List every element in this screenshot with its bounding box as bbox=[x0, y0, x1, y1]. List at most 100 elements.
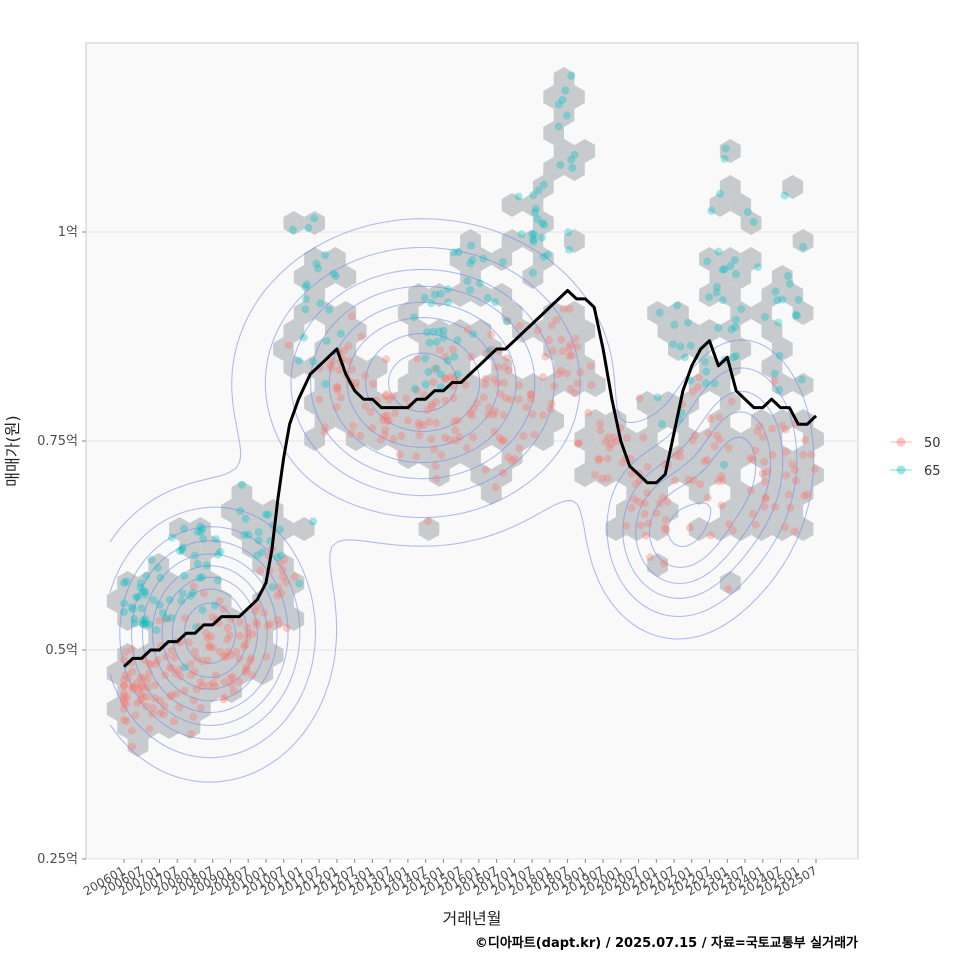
point-series-50 bbox=[204, 681, 213, 690]
point-series-65 bbox=[149, 596, 158, 605]
density-contours bbox=[109, 218, 815, 783]
point-series-50 bbox=[339, 346, 348, 355]
point-series-50 bbox=[760, 502, 769, 511]
hexbin-cell bbox=[408, 319, 429, 343]
hexbin-cell bbox=[564, 337, 585, 361]
point-series-65 bbox=[316, 299, 325, 308]
point-series-50 bbox=[190, 647, 199, 656]
point-series-65 bbox=[273, 553, 282, 562]
point-series-50 bbox=[576, 368, 584, 377]
point-series-50 bbox=[349, 422, 358, 431]
y-tick-label: 1억 bbox=[58, 225, 78, 240]
point-series-65 bbox=[210, 601, 219, 610]
point-series-50 bbox=[414, 419, 423, 428]
point-series-65 bbox=[240, 530, 249, 539]
hexbin-cell bbox=[522, 373, 544, 397]
point-series-50 bbox=[771, 502, 779, 511]
legend-label-65: 65 bbox=[924, 464, 941, 479]
point-series-65 bbox=[236, 507, 245, 515]
hexbin-cell bbox=[231, 481, 253, 505]
point-series-50 bbox=[558, 347, 567, 356]
point-series-50 bbox=[120, 716, 128, 724]
hexbin-cell bbox=[574, 463, 596, 487]
point-series-50 bbox=[487, 330, 496, 339]
hexbin-cell bbox=[283, 211, 305, 235]
hexbin-cell bbox=[792, 481, 814, 505]
point-series-50 bbox=[391, 409, 400, 418]
hexbin-cell bbox=[210, 661, 232, 685]
hexbin-cell bbox=[657, 391, 679, 415]
hexbin-cell bbox=[325, 247, 346, 271]
point-series-50 bbox=[382, 355, 391, 364]
point-series-50 bbox=[691, 431, 699, 440]
point-series-50 bbox=[751, 520, 760, 529]
hexbin-cell bbox=[241, 535, 263, 559]
point-series-65 bbox=[264, 510, 273, 519]
point-series-50 bbox=[573, 342, 582, 351]
hexbin-cell bbox=[730, 301, 752, 325]
point-series-65 bbox=[254, 536, 263, 545]
point-series-50 bbox=[120, 692, 128, 701]
point-series-50 bbox=[761, 494, 770, 503]
hexbin-cell bbox=[626, 445, 648, 469]
hexbin-cell bbox=[262, 643, 284, 667]
point-series-50 bbox=[598, 474, 607, 483]
point-series-50 bbox=[635, 394, 644, 403]
hexbin-cell bbox=[543, 85, 564, 109]
point-series-50 bbox=[609, 433, 618, 442]
point-series-50 bbox=[243, 663, 251, 671]
point-series-50 bbox=[451, 426, 460, 435]
point-series-50 bbox=[128, 667, 137, 676]
point-series-65 bbox=[540, 220, 549, 229]
hexbin-cell bbox=[730, 517, 752, 541]
point-series-65 bbox=[774, 318, 783, 327]
point-series-50 bbox=[236, 618, 244, 627]
point-series-65 bbox=[425, 338, 434, 347]
point-series-50 bbox=[717, 472, 726, 481]
point-series-50 bbox=[584, 408, 593, 417]
hexbin-cell bbox=[709, 409, 731, 433]
density-contour bbox=[130, 285, 772, 726]
point-series-50 bbox=[192, 685, 201, 694]
hexbin-cell bbox=[668, 337, 689, 361]
point-series-50 bbox=[541, 352, 550, 361]
point-series-50 bbox=[441, 396, 450, 405]
hexbin-cell bbox=[543, 157, 564, 181]
point-series-65 bbox=[556, 160, 565, 169]
point-series-50 bbox=[662, 526, 671, 534]
point-series-50 bbox=[430, 445, 439, 454]
hexbin-cell bbox=[522, 229, 544, 253]
point-series-65 bbox=[530, 230, 539, 239]
point-series-50 bbox=[751, 446, 760, 455]
point-series-65 bbox=[198, 606, 207, 615]
point-series-65 bbox=[528, 230, 537, 239]
point-series-50 bbox=[167, 646, 176, 655]
hexbin-cell bbox=[688, 517, 710, 541]
hexbin-cell bbox=[740, 427, 762, 451]
point-series-50 bbox=[530, 430, 539, 439]
point-series-50 bbox=[790, 465, 799, 474]
point-series-50 bbox=[463, 325, 472, 334]
point-series-50 bbox=[468, 411, 476, 420]
point-series-50 bbox=[573, 379, 582, 388]
point-series-50 bbox=[156, 696, 165, 705]
point-series-65 bbox=[196, 522, 205, 531]
point-series-65 bbox=[491, 298, 500, 307]
point-series-50 bbox=[450, 374, 459, 383]
point-series-50 bbox=[380, 431, 389, 439]
point-series-50 bbox=[618, 458, 627, 467]
hexbin-cell bbox=[532, 247, 554, 271]
hexbin-cell bbox=[605, 517, 627, 541]
hexbin-cell bbox=[117, 607, 138, 631]
point-series-50 bbox=[748, 510, 757, 518]
point-series-50 bbox=[235, 654, 244, 663]
point-series-50 bbox=[515, 444, 524, 453]
point-series-65 bbox=[139, 616, 147, 625]
point-series-50 bbox=[448, 345, 457, 354]
point-series-50 bbox=[688, 436, 697, 445]
hexbin-cell bbox=[574, 427, 596, 451]
hexbin-cell bbox=[584, 445, 606, 469]
hexbin-cell bbox=[127, 697, 149, 721]
point-series-65 bbox=[294, 356, 303, 365]
point-series-65 bbox=[145, 620, 154, 629]
